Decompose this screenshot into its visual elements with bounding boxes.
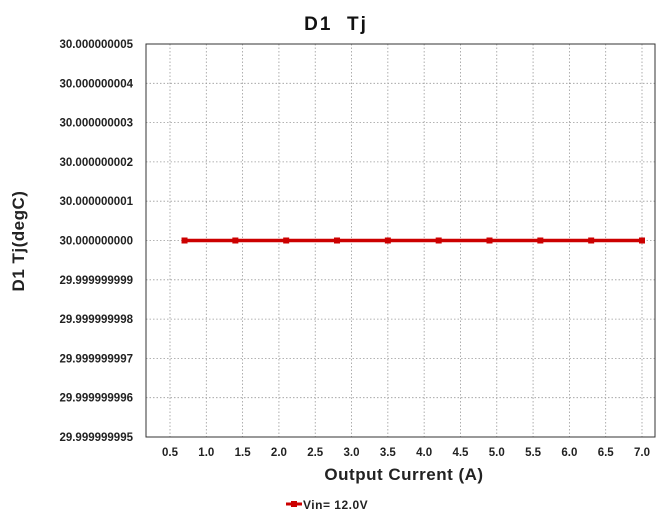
data-point-marker [384, 237, 391, 244]
y-axis-ticks: 30.000000005 30.000000004 30.000000003 30.0… [59, 39, 133, 444]
x-tick-label: 7.0 [634, 447, 650, 459]
y-axis-title: D1 Tj(degC) [9, 191, 28, 292]
data-point-marker [588, 237, 595, 244]
data-point-marker [537, 237, 544, 244]
y-tick-label: 29.999999996 [59, 393, 133, 405]
x-tick-label: 6.0 [561, 447, 577, 459]
y-tick-label: 30.000000003 [59, 118, 133, 130]
x-tick-label: 5.5 [525, 447, 542, 459]
y-tick-label: 29.999999999 [59, 275, 133, 287]
x-tick-label: 1.0 [198, 447, 214, 459]
plot-area-frame [145, 43, 656, 438]
x-tick-label: 2.0 [271, 447, 287, 459]
y-tick-label: 29.999999998 [59, 314, 133, 326]
x-tick-label: 4.5 [452, 447, 469, 459]
series-group [181, 237, 645, 244]
legend-marker [291, 501, 297, 507]
x-tick-label: 4.0 [416, 447, 432, 459]
data-point-marker [232, 237, 239, 244]
legend-label: Vin= 12.0V [303, 498, 368, 512]
x-axis-ticks: 0.5 1.0 1.5 2.0 2.5 3.0 3.5 4.0 4.5 5.0 5.5 6.0 6.5 7… [162, 447, 650, 459]
x-tick-label: 3.5 [380, 447, 397, 459]
y-tick-label: 29.999999997 [59, 353, 133, 365]
data-point-marker [283, 237, 290, 244]
x-tick-label: 1.5 [235, 447, 252, 459]
x-tick-label: 3.0 [344, 447, 360, 459]
data-point-marker [639, 237, 645, 244]
y-tick-label: 29.999999995 [59, 432, 133, 444]
x-tick-label: 2.5 [307, 447, 324, 459]
x-tick-label: 6.5 [598, 447, 615, 459]
data-point-marker [334, 237, 341, 244]
data-point-marker [181, 237, 188, 244]
y-tick-label: 30.000000001 [59, 196, 133, 208]
data-point-marker [435, 237, 442, 244]
x-tick-label: 5.0 [489, 447, 505, 459]
y-tick-label: 30.000000002 [59, 157, 133, 169]
y-tick-label: 30.000000005 [59, 39, 133, 51]
x-axis-title: Output Current (A) [324, 465, 483, 484]
chart-title: D1 Tj [304, 14, 368, 35]
x-tick-label: 0.5 [162, 447, 179, 459]
y-tick-label: 30.000000004 [59, 78, 133, 90]
legend: Vin= 12.0V [286, 498, 368, 512]
data-point-marker [486, 237, 493, 244]
y-tick-label: 30.000000000 [59, 236, 133, 248]
